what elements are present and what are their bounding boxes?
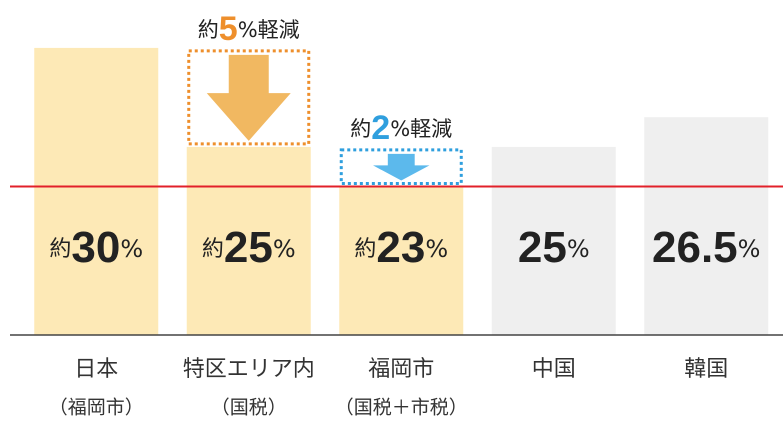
category-label: 特区エリア内 bbox=[183, 357, 315, 382]
value-label: 約23% bbox=[354, 223, 448, 272]
value-label: 約25% bbox=[202, 223, 296, 272]
bar bbox=[34, 47, 159, 336]
value-label: 約30% bbox=[49, 223, 143, 272]
bar bbox=[186, 146, 311, 335]
value-label: 25% bbox=[518, 223, 590, 272]
value-label: 26.5% bbox=[652, 223, 760, 272]
category-label: 韓国 bbox=[684, 357, 728, 382]
category-label: 福岡市 bbox=[368, 357, 434, 382]
reduction-box bbox=[187, 49, 311, 146]
category-label: 日本 bbox=[74, 357, 118, 382]
reduction-arrow bbox=[206, 54, 291, 141]
bar bbox=[339, 186, 464, 335]
category-sublabel: （国税＋市税） bbox=[335, 397, 468, 419]
reduction-label: 約5%軽減 bbox=[198, 10, 300, 48]
bar bbox=[491, 146, 616, 335]
reduction-box bbox=[339, 148, 463, 185]
reduction-label: 約2%軽減 bbox=[350, 109, 452, 147]
bar bbox=[644, 117, 769, 335]
category-sublabel: （福岡市） bbox=[49, 397, 144, 419]
reduction-arrow bbox=[373, 153, 430, 181]
category-label: 中国 bbox=[532, 357, 576, 382]
category-sublabel: （国税） bbox=[211, 397, 287, 419]
